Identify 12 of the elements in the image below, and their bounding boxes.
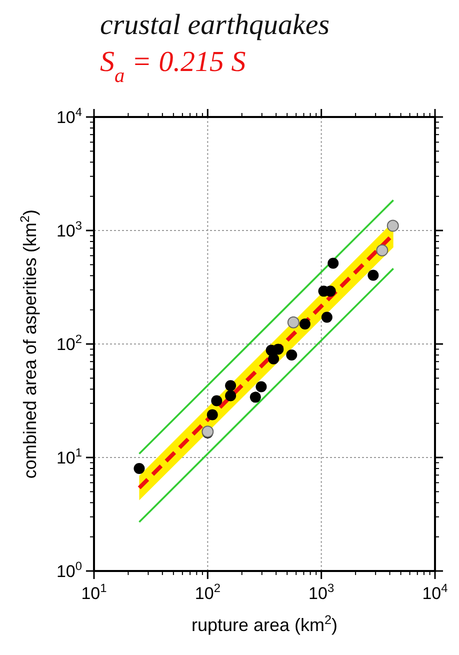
x-tick-label: 10$^{4}$	[422, 581, 448, 603]
x-axis-title: rupture area (km$^{2}$)	[191, 613, 338, 635]
x-tick-label: 10$^{1}$	[81, 581, 108, 603]
y-tick-label: 10$^{4}$	[56, 105, 82, 127]
y-tick-label: 10$^{1}$	[56, 446, 82, 468]
chart-subtitle: S$_{a}$ = 0.215 S	[100, 46, 246, 87]
x-tick-label: 10$^{3}$	[308, 581, 334, 603]
y-tick-label: 10$^{3}$	[56, 218, 82, 240]
x-tick-label: 10$^{2}$	[194, 581, 221, 603]
y-tick-label: 10$^{0}$	[56, 559, 82, 581]
y-tick-label: 10$^{2}$	[56, 332, 82, 354]
chart-title: crustal earthquakes	[100, 9, 330, 41]
